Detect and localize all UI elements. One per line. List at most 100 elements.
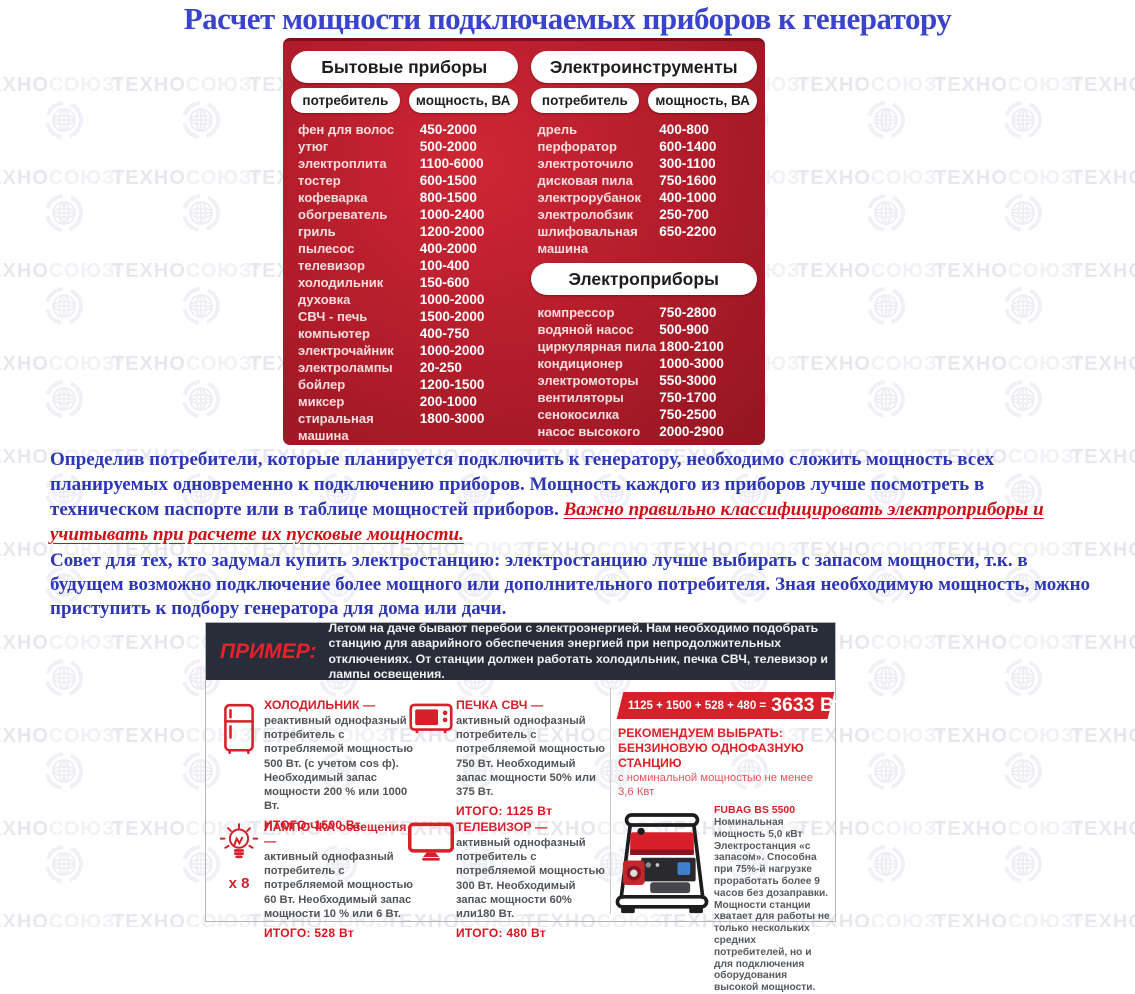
consumer-name: кондиционер: [537, 356, 623, 371]
consumer-name: водяной насос: [537, 322, 634, 337]
table-row: обогреватель 1000-2400: [298, 206, 516, 223]
globe-icon: [42, 377, 86, 426]
table-row: электролобзик 250-700: [538, 206, 756, 223]
consumer-name: утюг: [298, 139, 329, 154]
globe-icon: [42, 98, 86, 147]
item-total: ИТОГО: 1125 Вт: [456, 804, 553, 819]
item-description: активный однофазный потребитель с потреб…: [456, 715, 605, 799]
power-range: 1000-3000: [659, 356, 724, 371]
lamp-multiplier: х 8: [228, 875, 250, 892]
table-row: перфоратор 600-1400: [538, 138, 756, 155]
item-title: ТЕЛЕВИЗОР —: [456, 820, 548, 834]
power-range: 250-700: [659, 207, 709, 222]
consumer-header: потребитель: [530, 88, 640, 113]
vertical-divider: [610, 688, 611, 914]
consumer-name: тостер: [298, 173, 341, 188]
globe-icon: [179, 377, 223, 426]
item-description: реактивный однофазный потребитель с потр…: [264, 715, 413, 813]
power-range: 1000-2000: [419, 343, 485, 358]
power-range: 1200-1500: [419, 377, 485, 392]
generator-description: Номинальная мощность 5,0 кВт Электростан…: [714, 817, 830, 994]
generator-area: FUBAG BS 5500 Номинальная мощность 5,0 к…: [615, 804, 831, 994]
recommend-line-2: БЕНЗИНОВУЮ ОДНОФАЗНУЮ СТАНЦИЮ: [618, 741, 804, 770]
item-description: активный однофазный потребитель с потреб…: [456, 837, 605, 921]
consumer-name: стиральная машина: [298, 411, 374, 443]
example-item-lamp: х 8 ЛАМПОЧКА освещения — активный однофа…: [214, 820, 416, 940]
table-row: компрессор 750-2800: [538, 304, 756, 321]
paragraph-advice-1: Определив потребители, которые планирует…: [50, 447, 1095, 547]
table-row: гриль 1200-2000: [298, 223, 516, 240]
globe-icon: [864, 98, 908, 147]
table-row: стиральная машина 1800-3000: [298, 410, 516, 444]
table-row: сенокосилка 750-2500: [538, 406, 756, 423]
globe-icon: [1001, 656, 1045, 705]
generator-image: [612, 804, 712, 994]
consumer-name: насос высокого давления: [537, 424, 641, 445]
power-range: 750-2800: [659, 305, 717, 320]
power-range: 1000-2000: [419, 292, 485, 307]
table-row: тостер 600-1500: [298, 172, 516, 189]
consumer-name: компрессор: [537, 305, 615, 320]
globe-icon: [179, 191, 223, 240]
power-range: 400-2000: [419, 241, 477, 256]
consumer-name: электролобзик: [537, 207, 633, 222]
power-range: 750-1600: [659, 173, 717, 188]
fridge-icon: [214, 698, 264, 832]
table-row: кофеварка 800-1500: [298, 189, 516, 206]
globe-icon: [864, 377, 908, 426]
globe-icon: [42, 842, 86, 891]
globe-icon: [864, 749, 908, 798]
example-item-microwave: ПЕЧКА СВЧ — активный однофазный потребит…: [406, 698, 608, 818]
power-range: 750-2500: [659, 407, 717, 422]
item-total: ИТОГО: 1500 Вт: [264, 818, 361, 833]
consumer-name: телевизор: [298, 258, 365, 273]
table-row: водяной насос 500-900: [538, 321, 756, 338]
bulb-icon: х 8: [214, 820, 264, 940]
generator-model: FUBAG BS 5500: [714, 804, 796, 816]
consumer-name: электроплита: [298, 156, 387, 171]
power-range: 400-1000: [659, 190, 717, 205]
globe-icon: [1001, 749, 1045, 798]
power-table: Бытовые приборы потребитель мощность, ВА…: [283, 38, 765, 445]
power-range: 650-2200: [659, 224, 717, 239]
recommend-line-1: РЕКОМЕНДУЕМ ВЫБРАТЬ:: [618, 726, 783, 740]
consumer-name: миксер: [298, 394, 345, 409]
table-column-tools: Электроинструменты потребитель мощность,…: [530, 51, 757, 445]
globe-icon: [1001, 284, 1045, 333]
consumer-name: сенокосилка: [537, 407, 620, 422]
item-title: ХОЛОДИЛЬНИК —: [264, 698, 376, 712]
power-range: 800-1500: [419, 190, 477, 205]
power-range: 400-800: [659, 122, 709, 137]
table-row: циркулярная пила 1800-2100: [538, 338, 756, 355]
table-row: электролампы 20-250: [298, 359, 516, 376]
example-body: ХОЛОДИЛЬНИК — реактивный однофазный потр…: [206, 680, 843, 993]
table-row: электроточило 300-1100: [538, 155, 756, 172]
power-range: 1000-2400: [419, 207, 485, 222]
globe-icon: [42, 191, 86, 240]
table-row: дисковая пила 750-1600: [538, 172, 756, 189]
consumer-name: шлифовальная машина: [537, 224, 638, 256]
power-range: 1200-2000: [419, 224, 485, 239]
tv-icon: [406, 820, 456, 940]
power-range: 300-1100: [659, 156, 716, 171]
item-description: активный однофазный потребитель с потреб…: [264, 851, 413, 920]
power-range: 550-3000: [659, 373, 717, 388]
consumer-name: гриль: [298, 224, 336, 239]
example-item-fridge: ХОЛОДИЛЬНИК — реактивный однофазный потр…: [214, 698, 416, 832]
table-rows-household: фен для волос 450-2000 утюг 500-2000 эле…: [291, 121, 518, 444]
table-row: утюг 500-2000: [298, 138, 516, 155]
globe-icon: [179, 284, 223, 333]
globe-icon: [864, 284, 908, 333]
example-header: ПРИМЕР: Летом на даче бывают перебои с э…: [206, 621, 835, 681]
item-title: ЛАМПОЧКА освещения —: [264, 820, 407, 848]
power-range: 100-400: [419, 258, 470, 273]
power-range: 750-1700: [659, 390, 717, 405]
sum-banner: 1125 + 1500 + 528 + 480 = 3633 Вт: [616, 692, 843, 719]
power-range: 1100-6000: [419, 156, 484, 171]
table-column-household: Бытовые приборы потребитель мощность, ВА…: [291, 51, 518, 443]
consumer-name: фен для волос: [298, 122, 395, 137]
table-row: шлифовальная машина 650-2200: [538, 223, 756, 257]
power-range: 1500-2000: [419, 309, 485, 324]
consumer-name: дрель: [537, 122, 578, 137]
power-range: 20-250: [419, 360, 462, 375]
